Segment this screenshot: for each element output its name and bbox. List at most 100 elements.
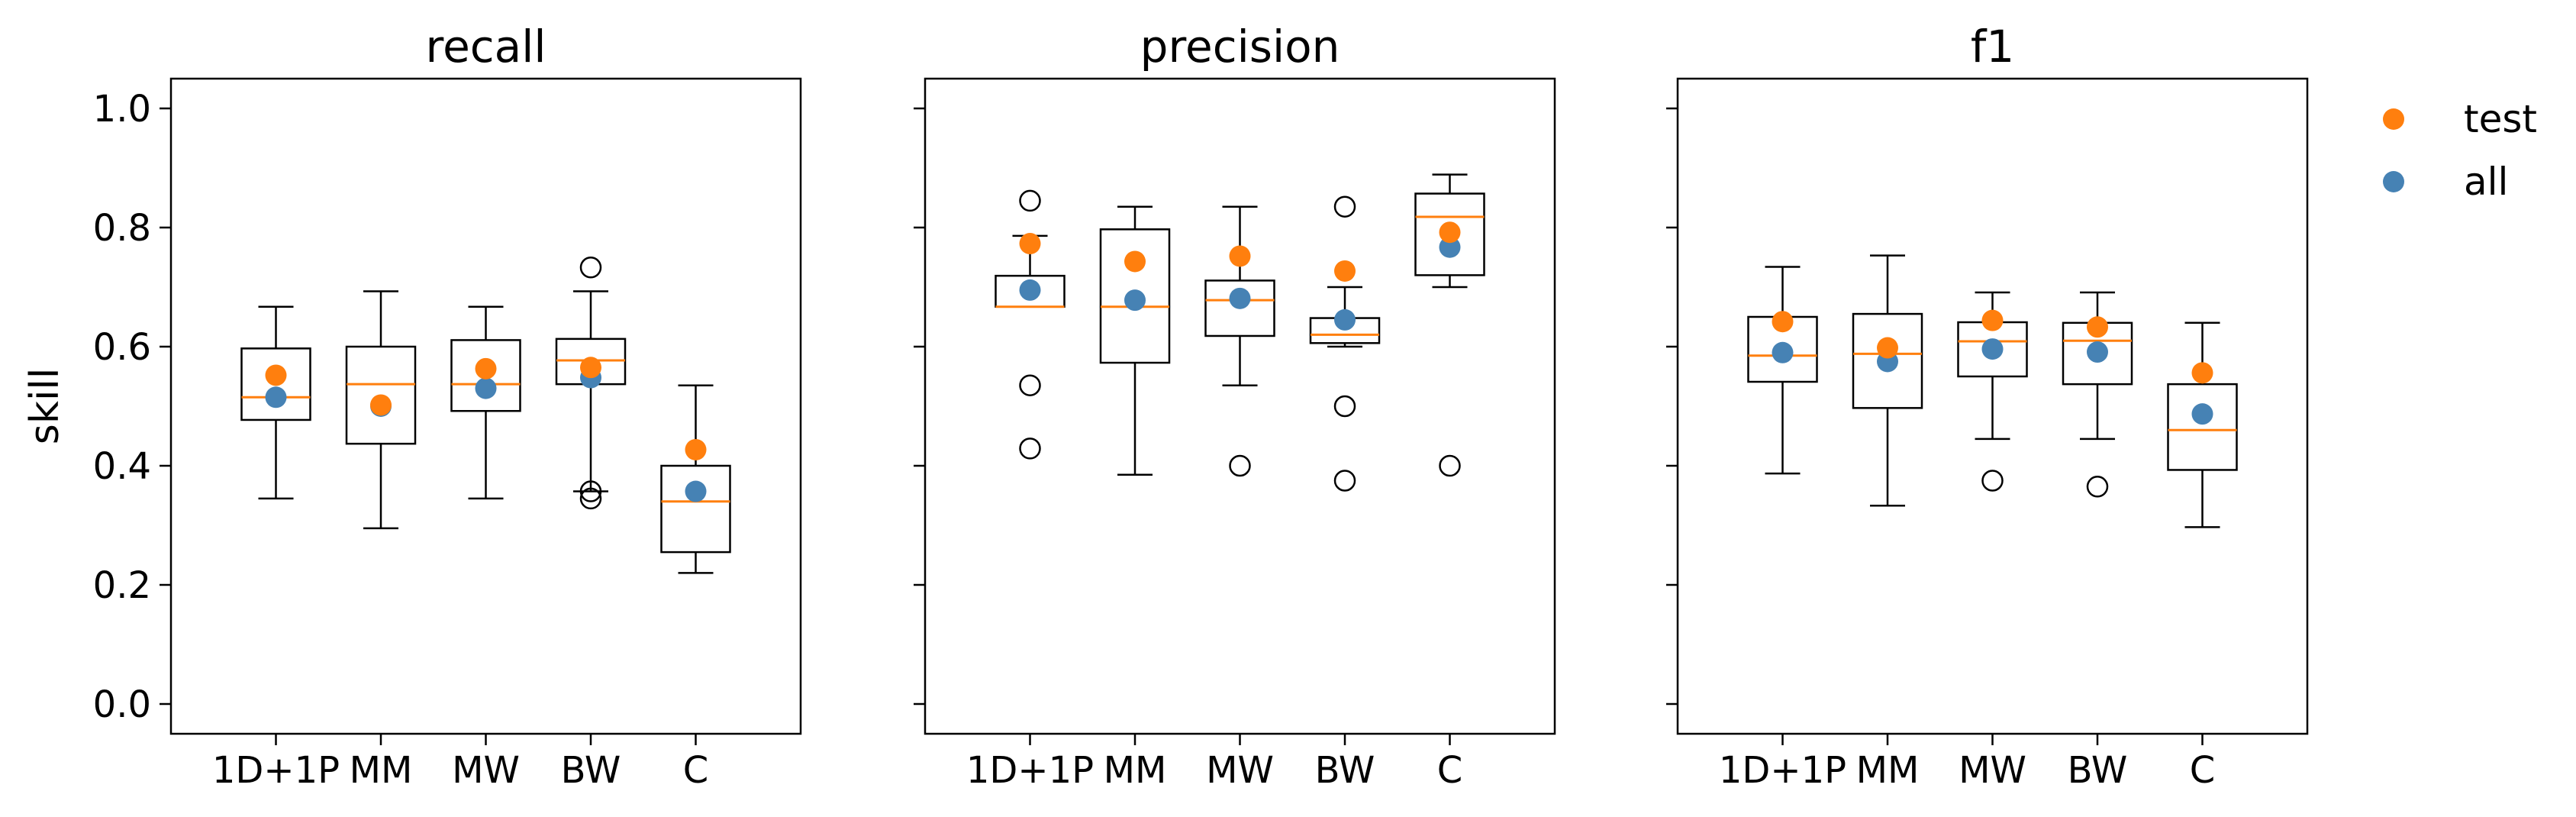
test-point [1439, 221, 1461, 244]
box-iqr [1852, 312, 1923, 409]
all-point [1124, 289, 1146, 312]
all-point [1229, 287, 1251, 309]
test-point [475, 357, 497, 379]
test-point [370, 394, 392, 416]
legend-marker-test [2383, 108, 2404, 130]
outlier-point [579, 257, 602, 279]
panel-precision: precision 1D+1P MM MW BW C [914, 21, 1556, 792]
x-tick-label: C [1437, 749, 1463, 792]
test-point [2087, 316, 2108, 338]
outlier-point [579, 480, 602, 502]
y-tick-label: 0.8 [93, 207, 151, 250]
plot-frame [169, 77, 802, 735]
x-tick-label: MM [1856, 749, 1920, 792]
outlier-point [579, 487, 602, 510]
all-point [265, 386, 287, 408]
x-tick-label: MW [1959, 749, 2026, 792]
all-point [685, 480, 707, 502]
plot-frame [924, 77, 1556, 735]
box-BW [555, 257, 627, 510]
box-BW [1309, 195, 1381, 492]
all-point [475, 377, 497, 399]
panel-title: precision [1140, 21, 1340, 73]
outlier-point [1229, 454, 1251, 477]
legend-marker-all [2383, 171, 2404, 192]
outlier-point [1019, 438, 1041, 460]
test-point [1124, 250, 1146, 273]
x-tick-label: 1D+1P [966, 749, 1094, 792]
y-tick-label: 0.2 [93, 564, 151, 607]
all-point [1981, 338, 2004, 360]
test-point [1229, 245, 1251, 267]
y-tick-label: 0.4 [93, 445, 151, 488]
box-BW [2062, 291, 2133, 498]
box-1D+1P [1747, 266, 1818, 475]
test-point [1877, 337, 1898, 359]
outlier-point [2086, 476, 2109, 498]
box-C [660, 384, 731, 574]
box-iqr [1099, 228, 1171, 364]
outlier-point [1439, 454, 1461, 477]
box-iqr [2167, 383, 2238, 471]
box-MM [345, 290, 417, 530]
all-point [1439, 236, 1461, 258]
legend-label-all: all [2464, 160, 2508, 204]
test-point [1019, 233, 1041, 255]
outlier-point [1019, 374, 1041, 396]
outlier-point [1333, 470, 1356, 492]
legend: test all [2383, 97, 2537, 204]
all-point [2087, 341, 2108, 363]
box-C [2167, 321, 2238, 528]
x-tick-label: 1D+1P [212, 749, 340, 792]
box-C [1414, 173, 1485, 477]
box-iqr [450, 339, 521, 412]
y-axis-label: skill [22, 368, 68, 445]
test-point [1772, 311, 1794, 333]
outlier-point [1333, 395, 1356, 418]
outlier-point [1333, 195, 1356, 218]
panel-f1: f1 1D+1P MM MW BW C [1666, 21, 2309, 792]
outlier-point [1019, 189, 1041, 212]
test-point [2191, 362, 2213, 384]
x-tick-label: 1D+1P [1719, 749, 1846, 792]
panel-recall: recall 0.0 0.2 0.4 0.6 0.8 1.0 1D+1P MM MW BW C [93, 21, 802, 792]
y-tick-label: 0.0 [93, 683, 151, 726]
panel-title: f1 [1971, 21, 2014, 73]
test-point [265, 364, 287, 386]
x-tick-label: C [683, 749, 709, 792]
box-1D+1P [240, 305, 311, 500]
x-tick-label: MW [452, 749, 520, 792]
legend-label-test: test [2464, 97, 2537, 141]
box-iqr [1204, 279, 1275, 337]
all-point [2191, 403, 2213, 425]
x-tick-label: MW [1206, 749, 1274, 792]
outlier-point [1981, 470, 2004, 492]
box-MW [450, 305, 521, 500]
box-MM [1099, 205, 1171, 476]
box-MM [1852, 254, 1923, 507]
x-tick-label: BW [2068, 749, 2128, 792]
box-iqr [660, 464, 731, 554]
test-point [1981, 309, 2004, 331]
box-MW [1957, 291, 2028, 492]
test-point [580, 357, 601, 379]
box-iqr [240, 347, 311, 421]
x-tick-label: C [2190, 749, 2216, 792]
x-tick-label: BW [561, 749, 621, 792]
y-tick-label: 1.0 [93, 88, 151, 131]
panel-title: recall [426, 21, 546, 73]
box-1D+1P [995, 189, 1066, 460]
test-point [685, 438, 707, 460]
x-tick-label: MM [1104, 749, 1167, 792]
box-MW [1204, 205, 1275, 477]
all-point [1334, 308, 1356, 331]
x-tick-label: BW [1315, 749, 1375, 792]
all-point [1019, 279, 1041, 301]
x-tick-label: MM [350, 749, 413, 792]
box-iqr [345, 345, 417, 445]
box-iqr [1414, 192, 1485, 276]
all-point [1772, 341, 1794, 363]
test-point [1334, 260, 1356, 282]
y-tick-label: 0.6 [93, 326, 151, 369]
